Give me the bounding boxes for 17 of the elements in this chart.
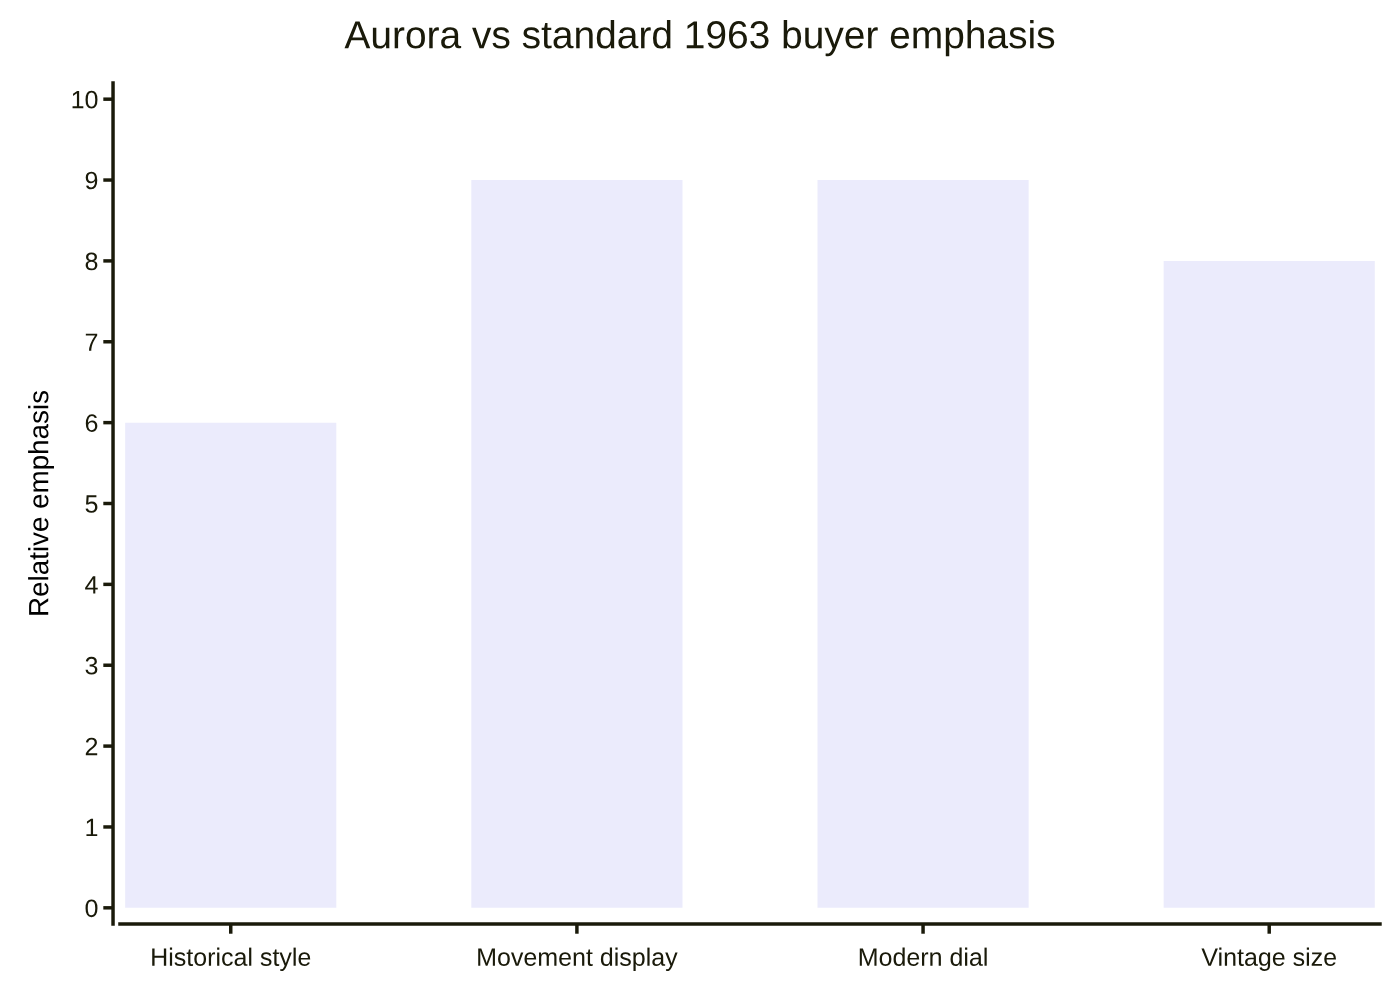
y-tick-label: 2 xyxy=(85,737,98,756)
y-tick-label: 4 xyxy=(85,576,98,594)
y-tick-label: 5 xyxy=(85,495,98,513)
x-tick-label: Modern dial xyxy=(859,947,987,966)
y-tick-label: 1 xyxy=(86,818,98,837)
y-tick-label: 7 xyxy=(85,333,98,351)
y-tick-label: 9 xyxy=(85,171,98,190)
y-tick-label: 10 xyxy=(72,90,98,109)
y-tick-label: 8 xyxy=(85,252,98,271)
x-tick-label: Movement display xyxy=(478,947,678,971)
x-tick-label: Vintage size xyxy=(1201,947,1336,971)
chart-title: Aurora vs standard 1963 buyer emphasis xyxy=(344,20,1055,57)
y-tick-label: 0 xyxy=(85,899,98,918)
y-tick-label: 3 xyxy=(85,656,98,675)
y-axis-title: Relative emphasis xyxy=(28,391,54,615)
x-tick-label: Historical style xyxy=(152,947,311,971)
y-tick-label: 6 xyxy=(85,414,98,432)
